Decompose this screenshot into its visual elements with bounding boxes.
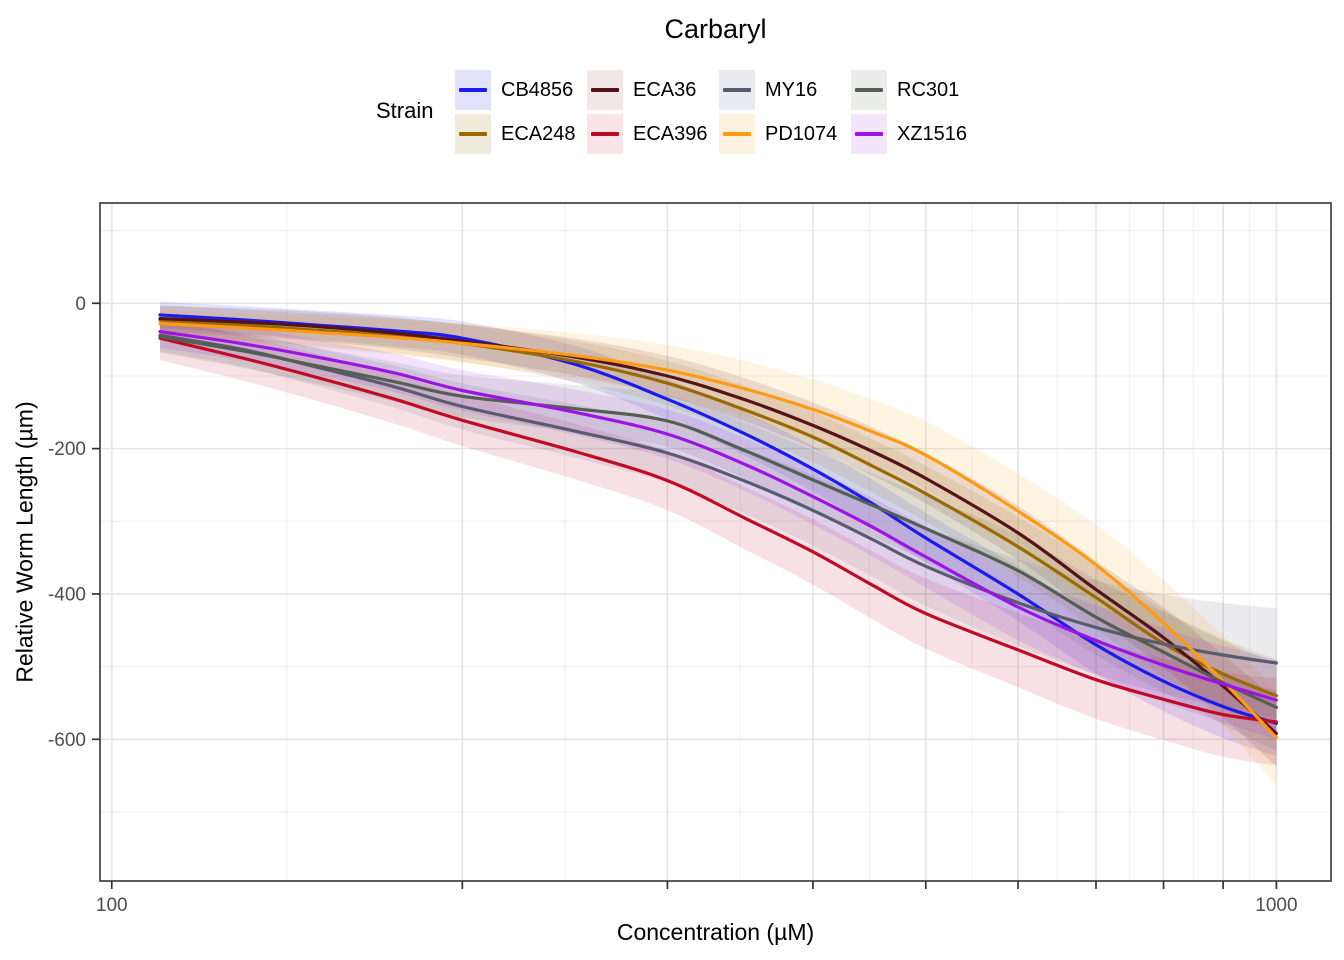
legend-key-line-CB4856 (459, 88, 487, 92)
curve-ECA396 (158, 336, 1278, 724)
y-tick-label--600: -600 (48, 730, 86, 751)
curve-ECA248 (158, 318, 1278, 698)
legend-item-ECA248: ECA248 (455, 112, 587, 156)
legend-key-line-XZ1516 (855, 132, 883, 136)
chart-title: Carbaryl (664, 14, 767, 44)
curves (158, 313, 1278, 740)
panel-border (99, 202, 1332, 882)
legend-label-CB4856: CB4856 (501, 78, 574, 101)
legend: CB4856 ECA248 ECA36 ECA396 MY16 PD1074 RC301 XZ… (455, 68, 983, 156)
legend-label-ECA396: ECA396 (633, 122, 708, 145)
curve-RC301 (158, 335, 1278, 709)
legend-item-ECA396: ECA396 (587, 112, 719, 156)
legend-item-ECA36: ECA36 (587, 68, 719, 112)
ribbon-ECA396 (159, 316, 1277, 766)
legend-item-RC301: RC301 (851, 68, 983, 112)
legend-key-MY16 (719, 70, 755, 110)
legend-label-PD1074: PD1074 (765, 122, 838, 145)
legend-label-ECA36: ECA36 (633, 78, 697, 101)
legend-key-line-ECA396 (591, 132, 619, 136)
y-tick-label-0: 0 (75, 294, 86, 315)
y-axis-title: Relative Worm Length (µm) (11, 401, 38, 683)
curve-MY16 (158, 333, 1278, 665)
legend-key-line-ECA36 (591, 88, 619, 92)
legend-item-MY16: MY16 (719, 68, 851, 112)
legend-key-line-RC301 (855, 88, 883, 92)
curve-XZ1516 (158, 330, 1278, 702)
legend-key-ECA36 (587, 70, 623, 110)
legend-key-ECA396 (587, 114, 623, 154)
legend-item-XZ1516: XZ1516 (851, 112, 983, 156)
legend-key-PD1074 (719, 114, 755, 154)
legend-label-MY16: MY16 (765, 78, 818, 101)
x-axis-title: Concentration (µM) (616, 919, 815, 945)
legend-key-CB4856 (455, 70, 491, 110)
ribbon-PD1074 (159, 310, 1277, 786)
y-tick-label--400: -400 (48, 584, 86, 605)
curve-CB4856 (158, 313, 1278, 725)
legend-key-line-ECA248 (459, 132, 487, 136)
legend-label-XZ1516: XZ1516 (897, 122, 968, 145)
legend-key-ECA248 (455, 114, 491, 154)
grid-minor (100, 203, 1331, 881)
x-tick-label-100: 100 (96, 895, 128, 916)
legend-key-line-PD1074 (723, 132, 751, 136)
legend-label-ECA248: ECA248 (501, 122, 576, 145)
curve-ECA36 (158, 316, 1278, 736)
legend-item-CB4856: CB4856 (455, 68, 587, 112)
legend-title: Strain (376, 98, 434, 123)
x-tick-label-1000: 1000 (1255, 895, 1297, 916)
axis-ticks (92, 302, 1278, 889)
grid-major (100, 203, 1331, 881)
ribbon-MY16 (159, 319, 1277, 718)
ribbon-CB4856 (159, 301, 1277, 757)
legend-item-PD1074: PD1074 (719, 112, 851, 156)
legend-label-RC301: RC301 (897, 78, 960, 101)
legend-key-XZ1516 (851, 114, 887, 154)
ribbon-RC301 (159, 320, 1277, 751)
legend-key-RC301 (851, 70, 887, 110)
y-tick-label--200: -200 (48, 439, 86, 460)
curve-PD1074 (158, 322, 1278, 740)
ribbons (159, 301, 1277, 786)
legend-key-line-MY16 (723, 88, 751, 92)
